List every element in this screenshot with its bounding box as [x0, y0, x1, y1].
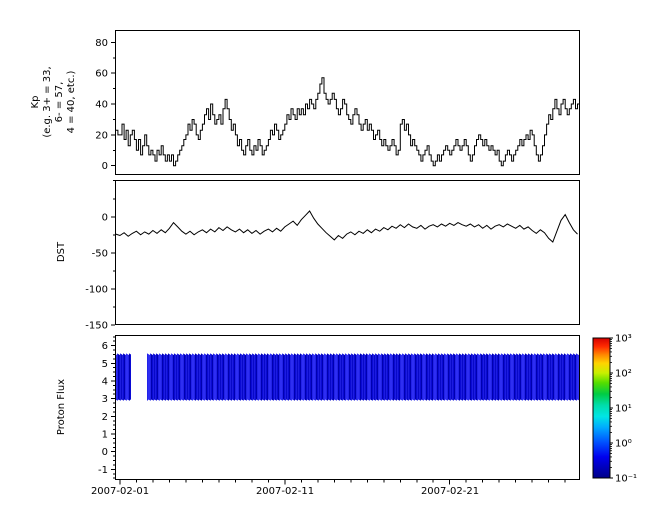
- x-tick-label-3: 2007-02-21: [420, 486, 480, 497]
- kp-panel-border: [115, 30, 580, 175]
- proton_flux-panel-border: [115, 335, 580, 480]
- kp-axis-title: Kp (e.g. 3+ = 33, 6- = 57, 4 = 40, etc.): [30, 32, 78, 172]
- kp-ytick-label: 80: [95, 38, 108, 49]
- proton_flux-ytick-label: 3: [102, 394, 108, 405]
- proton_flux-ytick-label: 0: [102, 447, 108, 458]
- colorbar-tick-label: 10⁻¹: [615, 474, 637, 485]
- colorbar-tick-label: 10³: [615, 334, 632, 345]
- kp-axis-title-line1: Kp: [30, 95, 41, 109]
- x-tick-label-1: 2007-02-01: [90, 486, 150, 497]
- proton_flux-ytick-label: 2: [102, 412, 108, 423]
- proton_flux-ytick-label: -1: [98, 465, 108, 476]
- kp-axis-title-line4: 4 = 40, etc.): [66, 70, 77, 134]
- kp-axis-title-line2: (e.g. 3+ = 33,: [42, 66, 53, 138]
- dst-panel-border: [115, 180, 580, 325]
- colorbar-tick-label: 10²: [615, 369, 632, 380]
- kp-ytick-label: 0: [102, 161, 108, 172]
- proton_flux-ytick-label: 4: [102, 376, 108, 387]
- colorbar-tick-label: 10¹: [615, 404, 632, 415]
- proton-flux-band: [116, 353, 579, 401]
- dst-axis-title: DST: [56, 241, 67, 263]
- kp-ytick-label: 40: [95, 100, 108, 111]
- proton-flux-axis-title: Proton Flux: [56, 378, 67, 436]
- proton_flux-ytick-label: 6: [102, 341, 108, 352]
- colorbar: [592, 337, 611, 479]
- kp-axis-title-line3: 6- = 57,: [54, 81, 65, 123]
- kp-ytick-label: 60: [95, 69, 108, 80]
- dst-ytick-label: -50: [92, 248, 108, 259]
- x-tick-label-2: 2007-02-11: [255, 486, 315, 497]
- dst-line: [116, 210, 578, 243]
- dst-ytick-label: -100: [85, 284, 108, 295]
- kp-ytick-label: 20: [95, 130, 108, 141]
- colorbar-tick-label: 10⁰: [615, 439, 632, 450]
- dst-ytick-label: -150: [85, 321, 108, 332]
- dst-ytick-label: 0: [102, 212, 108, 223]
- proton_flux-ytick-label: 1: [102, 430, 108, 441]
- kp-step-line: [116, 77, 579, 167]
- proton_flux-ytick-label: 5: [102, 359, 108, 370]
